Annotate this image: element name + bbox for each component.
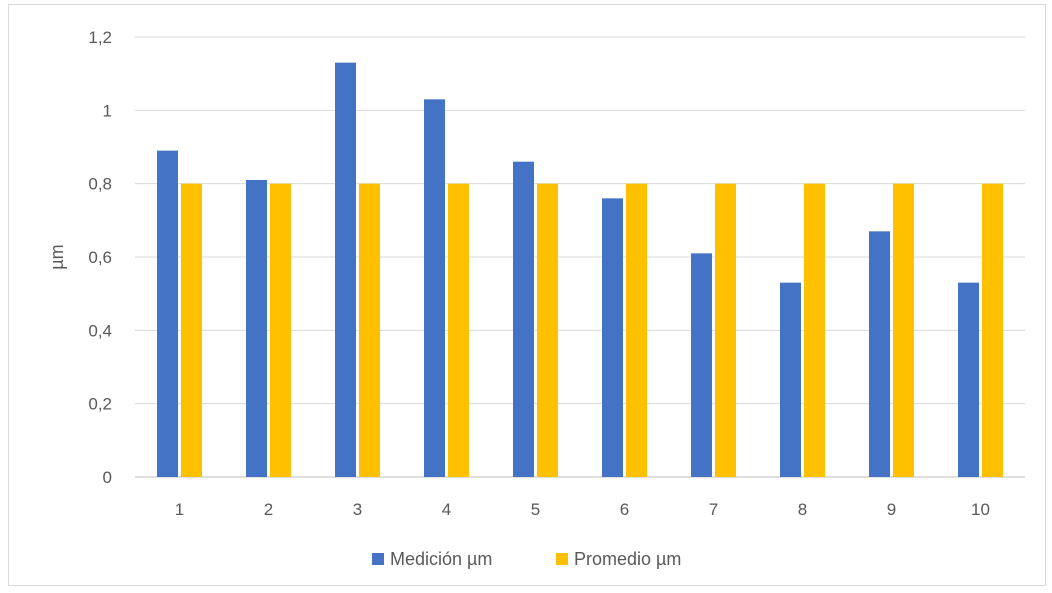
bar-promedio [804, 183, 825, 477]
y-tick-label: 1,2 [88, 28, 112, 47]
bar-promedio [982, 183, 1003, 477]
legend: Medición µm Promedio µm [372, 549, 681, 569]
x-tick-label: 8 [798, 500, 807, 519]
y-tick-label: 0,6 [88, 248, 112, 267]
y-tick-label: 0 [103, 468, 112, 487]
y-axis-title: µm [47, 244, 67, 269]
x-tick-label: 4 [442, 500, 451, 519]
y-tick-label: 1 [103, 101, 112, 120]
legend-label-promedio: Promedio µm [574, 549, 681, 569]
bar-medicion [691, 253, 712, 477]
bar-medicion [602, 198, 623, 478]
bar-medicion [335, 62, 356, 478]
legend-swatch-medicion [372, 553, 384, 565]
bar-medicion [513, 161, 534, 477]
bar-promedio [537, 183, 558, 477]
bar-medicion [424, 99, 445, 477]
bar-medicion [780, 282, 801, 477]
y-tick-label: 0,2 [88, 395, 112, 414]
legend-label-medicion: Medición µm [390, 549, 492, 569]
x-tick-label: 2 [264, 500, 273, 519]
bar-promedio [626, 183, 647, 477]
gridlines [135, 36, 1025, 478]
x-tick-label: 7 [709, 500, 718, 519]
bar-medicion [157, 150, 178, 477]
y-axis-ticks: 0 0,2 0,4 0,6 0,8 1 1,2 [88, 28, 112, 487]
bar-medicion [246, 180, 267, 477]
y-tick-label: 0,4 [88, 321, 112, 340]
x-tick-label: 5 [531, 500, 540, 519]
x-tick-label: 6 [620, 500, 629, 519]
bar-medicion [958, 282, 979, 477]
bar-promedio [270, 183, 291, 477]
x-axis-ticks: 1 2 3 4 5 6 7 8 9 10 [175, 500, 990, 519]
x-tick-label: 1 [175, 500, 184, 519]
x-tick-label: 3 [353, 500, 362, 519]
x-tick-label: 10 [971, 500, 990, 519]
bar-promedio [448, 183, 469, 477]
bar-promedio [715, 183, 736, 477]
bar-medicion [869, 231, 890, 477]
x-tick-label: 9 [887, 500, 896, 519]
y-tick-label: 0,8 [88, 175, 112, 194]
bars [157, 62, 1003, 478]
legend-swatch-promedio [556, 553, 568, 565]
bar-promedio [359, 183, 380, 477]
bar-promedio [181, 183, 202, 477]
bar-promedio [893, 183, 914, 477]
